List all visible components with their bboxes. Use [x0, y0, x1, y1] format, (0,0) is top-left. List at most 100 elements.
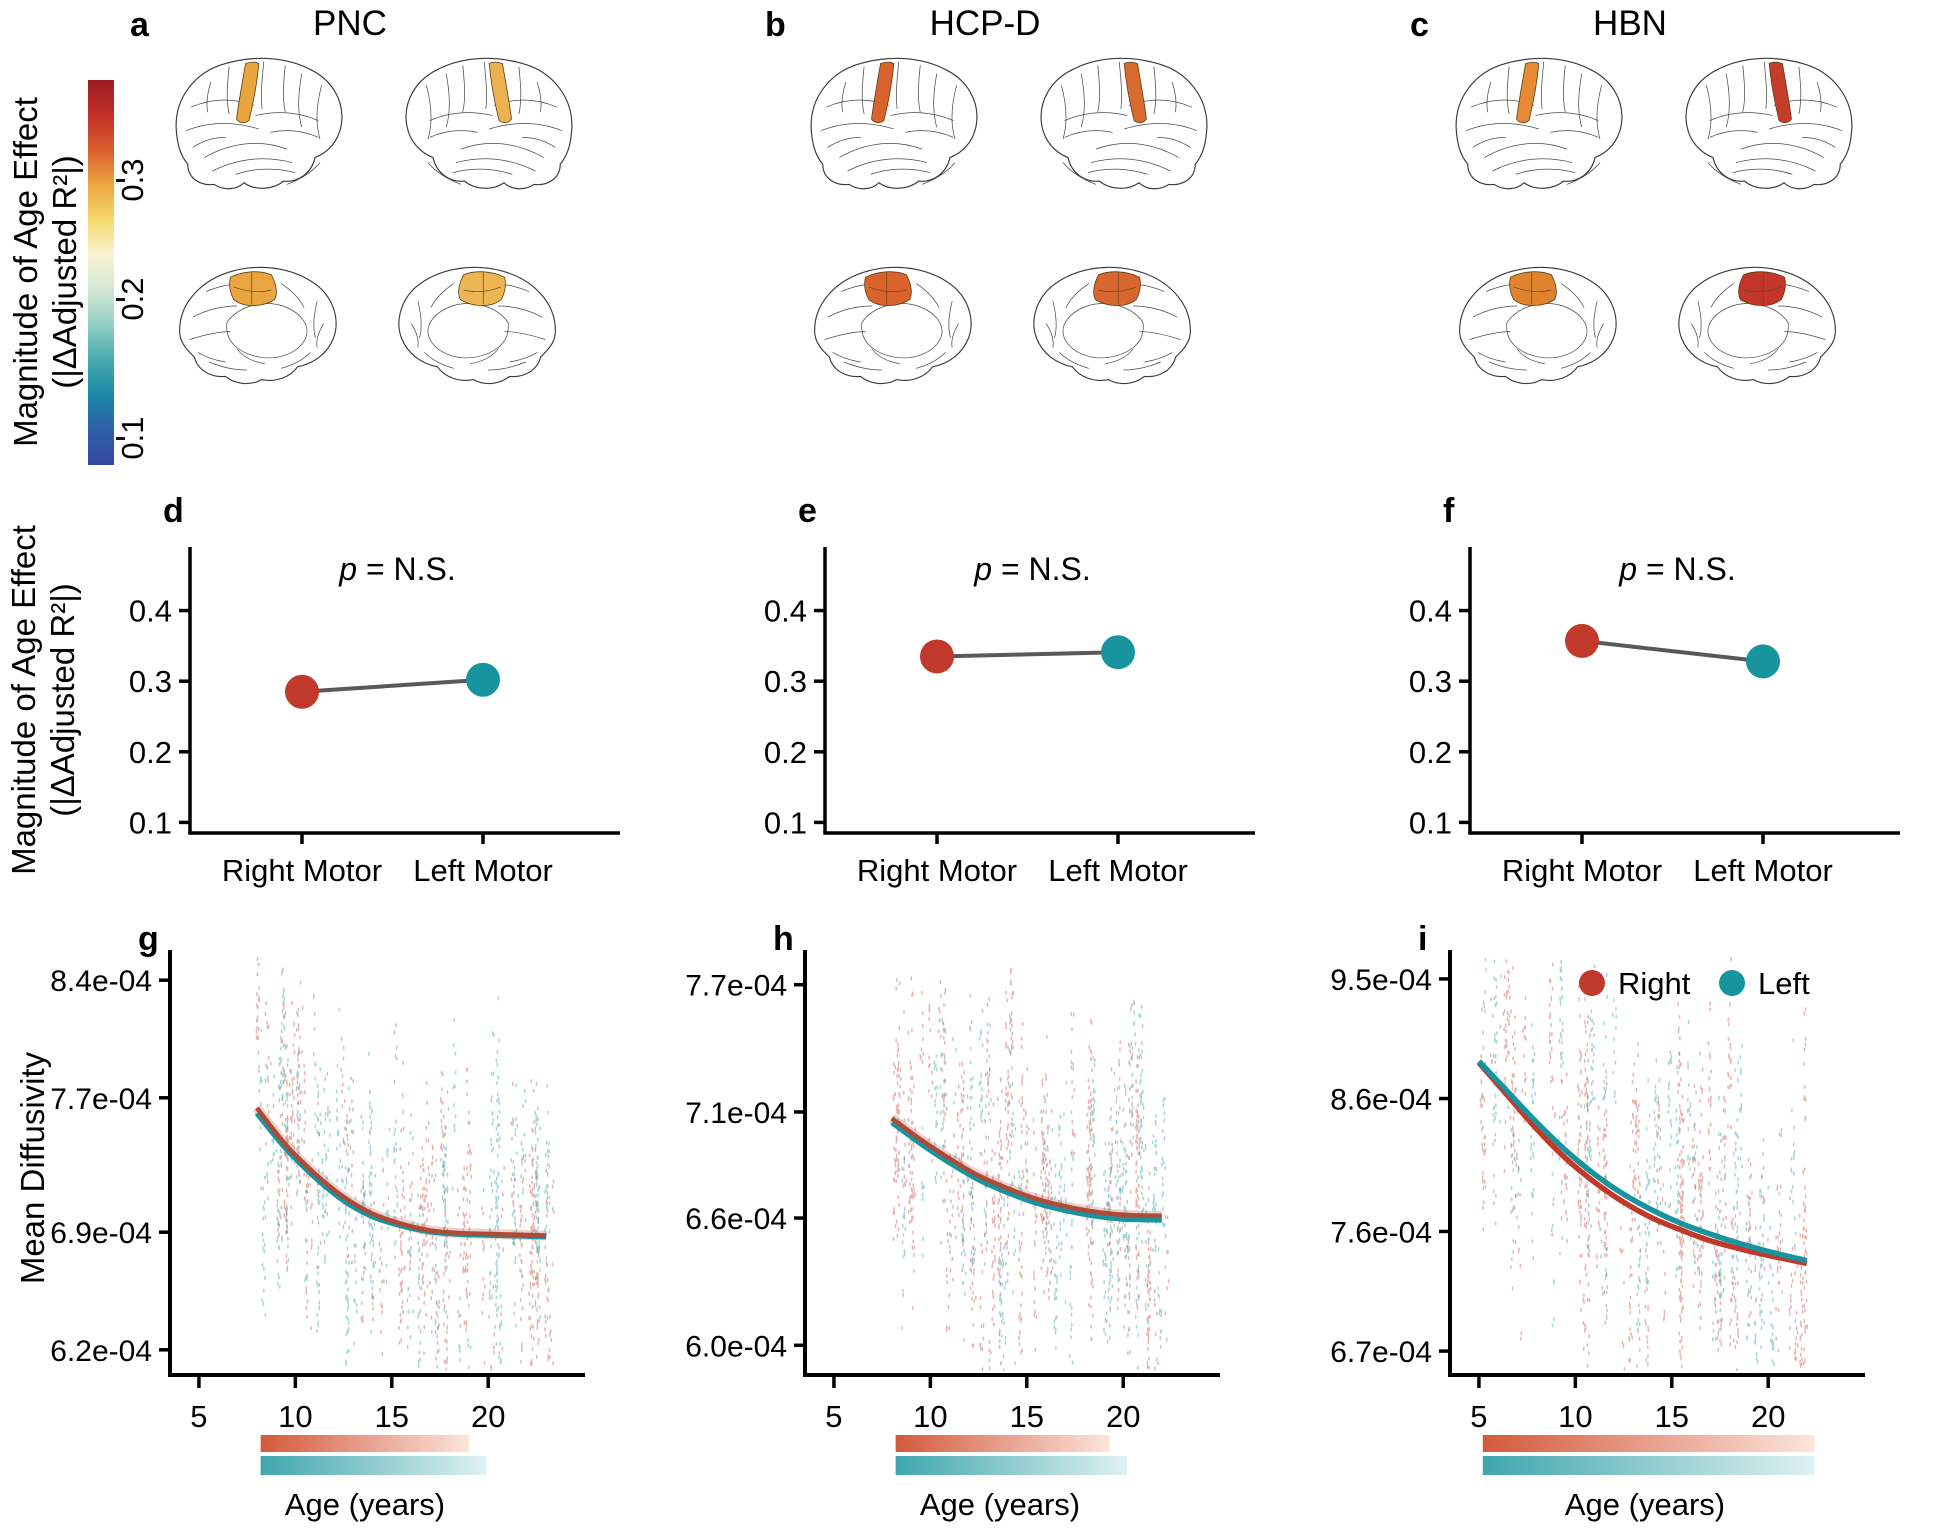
- age-range-bar-left: [260, 1456, 487, 1475]
- panel-letter-b: b: [765, 6, 786, 44]
- x-tick-label: 15: [375, 1399, 409, 1434]
- parcellation-line: [192, 305, 238, 318]
- y-tick-label: 6.2e-04: [50, 1335, 152, 1368]
- parcellation-line: [870, 168, 931, 175]
- parcellation-line: [261, 61, 265, 109]
- legend-swatch-left: [1719, 970, 1745, 996]
- parcellation-line: [255, 112, 319, 121]
- parcellation-line: [280, 283, 305, 308]
- parcellation-line: [1472, 305, 1518, 318]
- brain-outline: [405, 57, 573, 190]
- parcellation-line: [1789, 352, 1818, 363]
- highlighted-motor-region: [864, 271, 912, 306]
- parcellation-line: [1097, 65, 1100, 113]
- parcellation-line: [1707, 162, 1742, 185]
- parcellation-line: [1045, 323, 1054, 348]
- parcellation-line: [1080, 73, 1085, 128]
- parcellation-line: [1563, 65, 1566, 113]
- brain-surface: [405, 57, 573, 190]
- panel-letter-a: a: [130, 6, 149, 44]
- y-tick-label: 8.6e-04: [1330, 1084, 1432, 1117]
- brain-medial-right-HBN: [1678, 266, 1836, 385]
- parcellation-line: [1561, 352, 1591, 369]
- parcellation-line: [1091, 158, 1171, 172]
- parcellation-line: [1059, 352, 1089, 369]
- parcellation-line: [1095, 143, 1179, 158]
- y-tick-label: 0.4: [764, 594, 807, 629]
- y-tick-label: 0.1: [1409, 805, 1452, 840]
- x-tick-label: 5: [190, 1399, 207, 1434]
- parcellation-line: [281, 352, 311, 369]
- brain-lateral-left-HCP-D: [810, 57, 978, 190]
- parcellation-line: [460, 143, 544, 158]
- fit-curve-right: [254, 1106, 547, 1238]
- parcellation-line: [1704, 352, 1734, 369]
- scatter-points-right: [892, 967, 1170, 1371]
- brain-medial-right-PNC: [398, 266, 556, 385]
- panel-letter-d: d: [163, 492, 184, 530]
- parcellation-line: [212, 158, 292, 172]
- hemisphere-connector-line: [936, 650, 1119, 659]
- brain-lateral-right-HCP-D: [1040, 57, 1208, 190]
- colorbar-gradient: [88, 80, 114, 465]
- brain-medial-right-HCP-D: [1033, 266, 1191, 385]
- brain-medial-left-HCP-D: [814, 266, 972, 385]
- x-category-label: Right Motor: [857, 853, 1017, 888]
- y-tick-label: 0.3: [764, 664, 807, 699]
- parcellation-line: [1541, 61, 1545, 109]
- parcellation-line: [1742, 65, 1745, 113]
- parcellation-line: [1515, 168, 1576, 175]
- parcellation-line: [1777, 305, 1823, 318]
- y-tick-label: 6.7e-04: [1330, 1336, 1432, 1369]
- parcellation-line: [197, 352, 226, 363]
- parcellation-line: [1489, 361, 1527, 371]
- parcellation-line: [1706, 85, 1712, 140]
- highlighted-motor-region: [1768, 61, 1792, 124]
- legend-swatch-right: [1579, 970, 1605, 996]
- parcellation-line: [1506, 66, 1510, 114]
- brain-surface: [1678, 266, 1836, 385]
- highlighted-motor-region: [488, 61, 512, 124]
- age-range-bar-left: [1482, 1456, 1815, 1475]
- parcellation-line: [918, 65, 921, 113]
- dot-panel-d: 0.4 0.3 0.2 0.1 Right Motor Left Motor p = N.S…: [129, 547, 620, 888]
- highlight-parcel-border: [868, 286, 907, 293]
- x-tick-label: 20: [1751, 1399, 1785, 1434]
- row2-y-axis-label-line1: Magnitude of Age Effect: [5, 525, 42, 875]
- parcellation-line: [905, 130, 954, 138]
- y-tick-label: 7.7e-04: [50, 1083, 152, 1116]
- parcellation-line: [1492, 158, 1572, 172]
- brain-surface: [1040, 57, 1208, 190]
- parcellation-line: [518, 66, 522, 114]
- parcellation-line: [427, 303, 509, 359]
- brain-surface: [1685, 57, 1853, 190]
- parcellation-line: [298, 73, 303, 128]
- brain-surface: [1455, 57, 1623, 190]
- highlighted-motor-region: [1516, 61, 1540, 124]
- highlighted-motor-region: [871, 61, 895, 124]
- legend-label-right: Right: [1618, 966, 1691, 1001]
- panel-letter-f: f: [1443, 492, 1455, 530]
- parcellation-line: [1472, 137, 1506, 148]
- parcellation-line: [189, 331, 231, 340]
- colorbar-tick-mark: [116, 436, 125, 440]
- parcellation-line: [185, 123, 259, 132]
- scatter-panel-i: 9.5e-04 8.6e-04 7.6e-04 6.7e-04 5 10 15 20 Age (…: [1330, 950, 1865, 1522]
- brain-outline: [175, 57, 343, 190]
- parcellation-line: [820, 123, 894, 132]
- left-motor-point: [466, 662, 500, 697]
- parcellation-line: [1052, 301, 1057, 339]
- parcellation-line: [316, 323, 325, 348]
- highlighted-motor-region: [458, 271, 506, 306]
- parcellation-line: [896, 61, 900, 109]
- scatter-points-left: [901, 991, 1167, 1371]
- parcellation-line: [456, 158, 536, 172]
- parcellation-line: [1560, 283, 1585, 308]
- parcellation-line: [236, 348, 265, 364]
- parcellation-line: [1484, 143, 1568, 158]
- right-motor-point: [1565, 623, 1599, 658]
- parcellation-line: [1062, 162, 1097, 185]
- parcellation-line: [429, 112, 493, 121]
- x-category-label: Right Motor: [1502, 853, 1662, 888]
- parcellation-line: [1709, 112, 1773, 121]
